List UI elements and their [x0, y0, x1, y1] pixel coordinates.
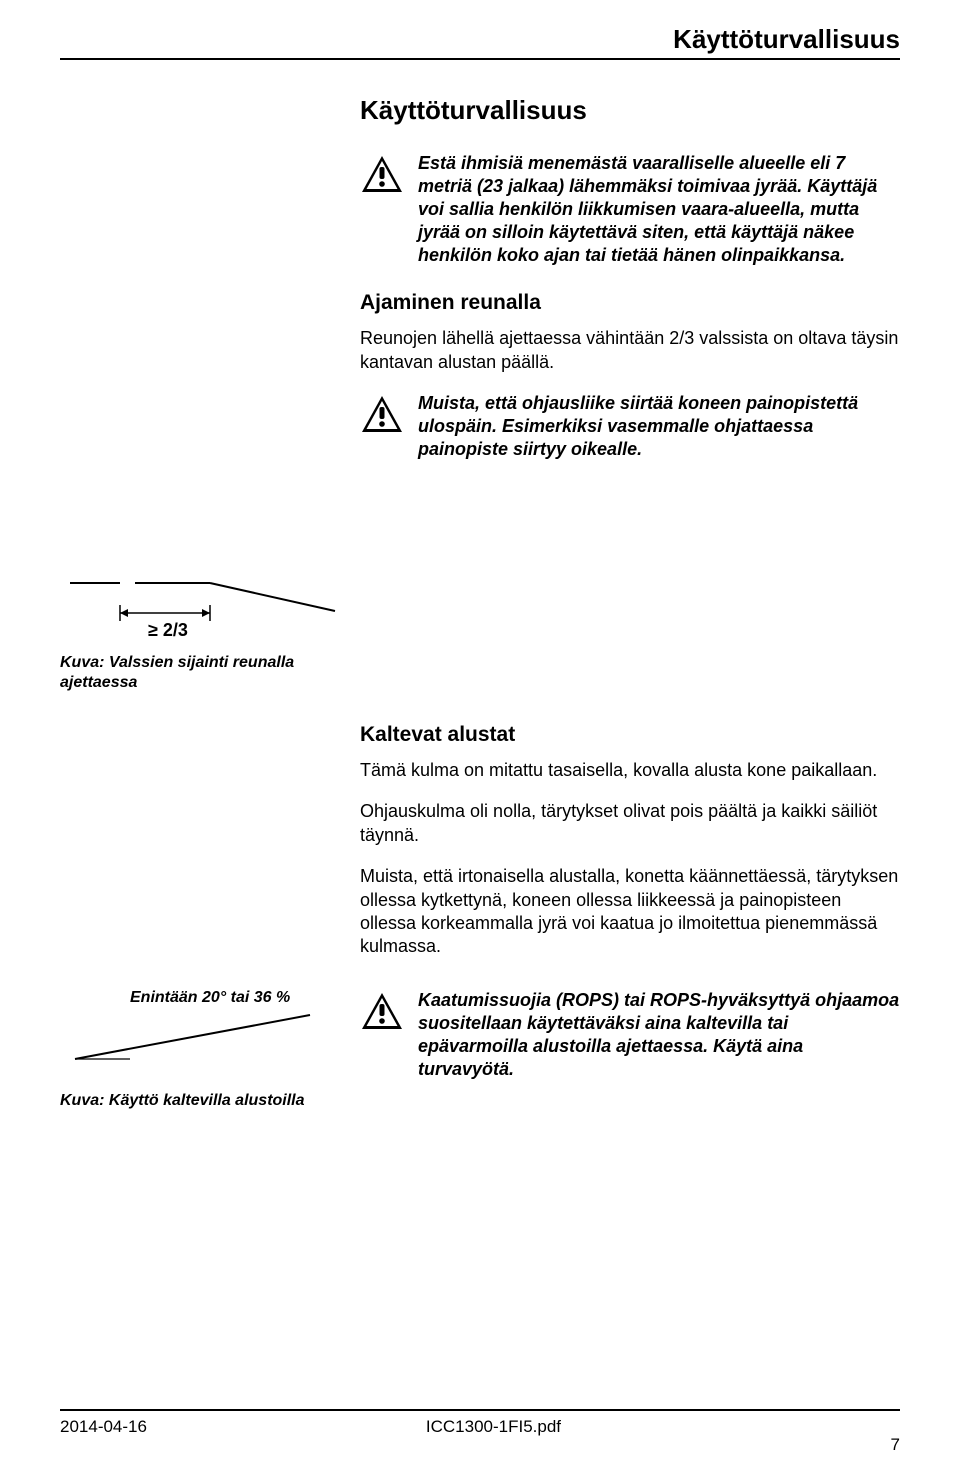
section-title: Käyttöturvallisuus	[360, 95, 900, 126]
footer-rule	[60, 1409, 900, 1411]
warning-text-1: Estä ihmisiä menemästä vaaralliselle alu…	[418, 152, 900, 267]
subsection-slope: Kaltevat alustat Tämä kulma on mitattu t…	[360, 723, 900, 959]
warning-icon	[360, 154, 404, 194]
warning-block-2: Muista, että ohjausliike siirtää koneen …	[360, 392, 900, 461]
body-edge: Reunojen lähellä ajettaessa vähintään 2/…	[360, 327, 900, 374]
warning-icon	[360, 991, 404, 1031]
slope-row: Enintään 20° tai 36 % Kuva: Käyttö kalte…	[60, 989, 900, 1111]
warning-block-3: Kaatumissuojia (ROPS) tai ROPS-hyväksytt…	[360, 989, 900, 1081]
figure-slope-svg	[60, 1011, 320, 1066]
figure-slope-caption: Kuva: Käyttö kaltevilla alustoilla	[60, 1091, 320, 1111]
figure-slope: Enintään 20° tai 36 % Kuva: Käyttö kalte…	[60, 989, 360, 1111]
subheading-slope: Kaltevat alustat	[360, 723, 900, 747]
body-slope-3: Muista, että irtonaisella alustalla, kon…	[360, 865, 900, 959]
warning-block-1: Estä ihmisiä menemästä vaaralliselle alu…	[360, 152, 900, 267]
footer-date: 2014-04-16	[60, 1417, 147, 1437]
figure-slope-label: Enintään 20° tai 36 %	[130, 989, 360, 1007]
header-rule	[60, 58, 900, 60]
page-footer: 2014-04-16 ICC1300-1FI5.pdf 7	[60, 1409, 900, 1437]
running-header-title: Käyttöturvallisuus	[673, 24, 900, 55]
figure-edge: ≥ 2/3 Kuva: Valssien sijainti reunalla a…	[60, 571, 900, 693]
subheading-edge: Ajaminen reunalla	[360, 291, 900, 315]
body-slope-1: Tämä kulma on mitattu tasaisella, kovall…	[360, 759, 900, 782]
body-slope-2: Ohjauskulma oli nolla, tärytykset olivat…	[360, 800, 900, 847]
warning-text-3: Kaatumissuojia (ROPS) tai ROPS-hyväksytt…	[418, 989, 900, 1081]
footer-page-number: 7	[891, 1435, 900, 1455]
warning-text-2: Muista, että ohjausliike siirtää koneen …	[418, 392, 900, 461]
footer-row: 2014-04-16 ICC1300-1FI5.pdf	[60, 1417, 900, 1437]
figure-edge-svg	[60, 571, 340, 641]
figure-edge-caption: Kuva: Valssien sijainti reunalla ajettae…	[60, 653, 320, 693]
page-content: Käyttöturvallisuus Estä ihmisiä menemäst…	[60, 95, 900, 1111]
page: Käyttöturvallisuus Käyttöturvallisuus Es…	[0, 0, 960, 1463]
subsection-edge: Ajaminen reunalla Reunojen lähellä ajett…	[360, 291, 900, 374]
warning-icon	[360, 394, 404, 434]
footer-file: ICC1300-1FI5.pdf	[426, 1417, 561, 1437]
